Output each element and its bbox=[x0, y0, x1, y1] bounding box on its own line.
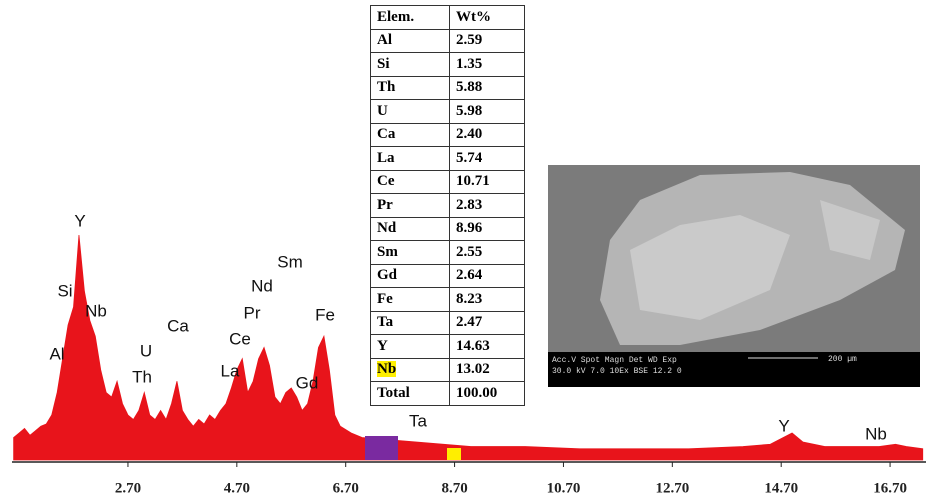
table-cell: 13.02 bbox=[450, 358, 525, 382]
table-cell: 2.55 bbox=[450, 241, 525, 265]
table-row: Elem.Wt% bbox=[371, 6, 525, 30]
table-cell: La bbox=[371, 147, 450, 171]
scale-label: 200 µm bbox=[828, 355, 857, 364]
peak-label: Nb bbox=[865, 424, 887, 443]
peak-label: Y bbox=[778, 416, 789, 435]
table-cell: U bbox=[371, 100, 450, 124]
peak-label: Ce bbox=[229, 329, 251, 348]
x-tick-label: 10.70 bbox=[547, 480, 581, 496]
table-cell: Sm bbox=[371, 241, 450, 265]
roi-highlight bbox=[365, 436, 398, 460]
table-cell: Al bbox=[371, 29, 450, 53]
table-cell: Pr bbox=[371, 194, 450, 218]
peak-label: Al bbox=[49, 344, 64, 363]
table-cell: 10.71 bbox=[450, 170, 525, 194]
peak-label: Gd bbox=[296, 373, 319, 392]
table-cell: 2.47 bbox=[450, 311, 525, 335]
peak-label: Ca bbox=[167, 316, 189, 335]
table-cell: Gd bbox=[371, 264, 450, 288]
roi-highlight bbox=[447, 448, 461, 460]
sem-image: Acc.V Spot Magn Det WD Exp 30.0 kV 7.0 1… bbox=[548, 165, 920, 387]
peak-label: U bbox=[140, 341, 152, 360]
table-cell: 8.23 bbox=[450, 288, 525, 312]
table-cell: Nd bbox=[371, 217, 450, 241]
table-cell: 8.96 bbox=[450, 217, 525, 241]
table-cell: 100.00 bbox=[450, 382, 525, 406]
x-ticks: 2.70 4.70 6.70 8.70 10.70 12.70 14.70 16.70 bbox=[115, 462, 907, 496]
table-cell: Y bbox=[371, 335, 450, 359]
peak-label: Si bbox=[57, 281, 72, 300]
x-tick-label: 6.70 bbox=[333, 480, 359, 496]
table-cell: 1.35 bbox=[450, 53, 525, 77]
x-tick-label: 16.70 bbox=[873, 480, 907, 496]
x-tick-label: 2.70 bbox=[115, 480, 141, 496]
peak-label: La bbox=[221, 361, 240, 380]
table-cell: Th bbox=[371, 76, 450, 100]
highlight: Nb bbox=[377, 361, 396, 377]
table-cell: 2.83 bbox=[450, 194, 525, 218]
image-info: Acc.V Spot Magn Det WD Exp bbox=[552, 356, 677, 365]
table-cell: 14.63 bbox=[450, 335, 525, 359]
image-info: 30.0 kV 7.0 10Ex BSE 12.2 0 bbox=[552, 367, 682, 376]
page: Y Si Nb Al U Th Ca La Ce Pr Nd Sm Fe Gd … bbox=[0, 0, 926, 504]
peak-label: Pr bbox=[244, 303, 261, 322]
table-cell: Ca bbox=[371, 123, 450, 147]
table-cell: 2.59 bbox=[450, 29, 525, 53]
table-cell: Si bbox=[371, 53, 450, 77]
table-row: Nb 13.02 bbox=[371, 358, 525, 382]
table-cell: 2.64 bbox=[450, 264, 525, 288]
peak-label: Sm bbox=[277, 252, 303, 271]
peak-label: Th bbox=[132, 367, 152, 386]
table-cell: Ce bbox=[371, 170, 450, 194]
table-cell: 5.74 bbox=[450, 147, 525, 171]
table-cell: Elem. bbox=[371, 6, 450, 30]
x-tick-label: 4.70 bbox=[224, 480, 250, 496]
table-cell: Nb bbox=[371, 358, 450, 382]
table-cell: Ta bbox=[371, 311, 450, 335]
x-tick-label: 8.70 bbox=[441, 480, 467, 496]
x-tick-label: 14.70 bbox=[764, 480, 798, 496]
peak-label: Nb bbox=[85, 301, 107, 320]
table-cell: 5.88 bbox=[450, 76, 525, 100]
peak-label: Ta bbox=[409, 411, 428, 430]
table-cell: Fe bbox=[371, 288, 450, 312]
peak-label: Y bbox=[74, 211, 85, 230]
table-cell: 2.40 bbox=[450, 123, 525, 147]
peak-label: Fe bbox=[315, 305, 335, 324]
x-tick-label: 12.70 bbox=[655, 480, 689, 496]
table-cell: 5.98 bbox=[450, 100, 525, 124]
table-cell: Wt% bbox=[450, 6, 525, 30]
table-cell: Total bbox=[371, 382, 450, 406]
peak-label: Nd bbox=[251, 276, 273, 295]
